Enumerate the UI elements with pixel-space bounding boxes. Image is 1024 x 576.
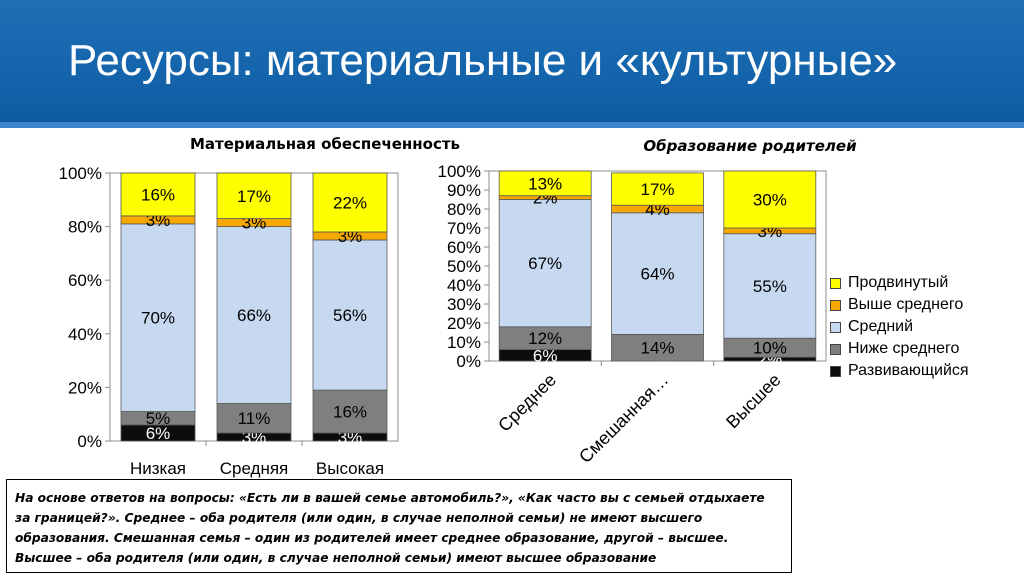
data-label: 66% xyxy=(237,306,271,325)
legend-swatch xyxy=(830,365,841,377)
y-tick-label: 100% xyxy=(59,164,102,183)
legend-swatch xyxy=(830,277,841,289)
data-label: 12% xyxy=(528,329,562,348)
data-label: 64% xyxy=(640,265,674,284)
data-label: 10% xyxy=(753,339,787,358)
x-tick-label: Средняя xyxy=(220,459,289,478)
x-tick-label: Высшее xyxy=(722,370,785,433)
bar-segment xyxy=(498,199,592,328)
y-tick-label: 10% xyxy=(447,333,481,352)
y-tick-label: 80% xyxy=(447,200,481,219)
data-label: 6% xyxy=(146,424,171,443)
x-tick-label: Высокая xyxy=(316,459,384,478)
legend-swatch xyxy=(830,343,841,355)
bar-segment xyxy=(611,172,704,206)
bar-segment xyxy=(312,239,388,391)
y-tick-label: 50% xyxy=(447,257,481,276)
data-label: 56% xyxy=(333,306,367,325)
y-tick-label: 90% xyxy=(447,181,481,200)
chart-1-title: Материальная обеспеченность xyxy=(189,135,461,153)
legend-item: Ниже среднего xyxy=(830,338,969,360)
data-label: 5% xyxy=(146,409,171,428)
y-tick-label: 20% xyxy=(68,378,102,397)
y-tick-label: 40% xyxy=(68,325,102,344)
y-tick-label: 20% xyxy=(447,314,481,333)
legend-item: Развивающийся xyxy=(830,360,969,382)
slide-header xyxy=(0,0,1024,126)
legend-label: Ниже среднего xyxy=(848,340,960,357)
bar-segment xyxy=(723,170,817,229)
bar-segment xyxy=(120,223,196,412)
chart-2-title: Образование родителей xyxy=(643,137,857,155)
bar-segment xyxy=(611,333,704,362)
bar-segment xyxy=(216,172,292,219)
y-tick-label: 40% xyxy=(447,276,481,295)
data-label: 17% xyxy=(640,180,674,199)
y-tick-label: 0% xyxy=(77,432,102,451)
legend-item: Средний xyxy=(830,316,969,338)
y-tick-label: 60% xyxy=(68,271,102,290)
y-tick-label: 80% xyxy=(68,218,102,237)
bar-segment xyxy=(611,212,704,335)
legend-label: Средний xyxy=(848,318,914,335)
data-label: 30% xyxy=(753,191,787,210)
data-label: 17% xyxy=(237,187,271,206)
legend-label: Выше среднего xyxy=(848,296,964,313)
data-label: 14% xyxy=(640,339,674,358)
legend-label: Развивающийся xyxy=(848,362,969,379)
data-label: 16% xyxy=(141,185,175,204)
y-tick-label: 0% xyxy=(456,352,481,371)
x-tick-label: Смешанная… xyxy=(575,370,672,467)
chart-2-legend: Продвинутый Выше среднего Средний Ниже с… xyxy=(830,272,969,382)
slide-title: Ресурсы: материальные и «культурные» xyxy=(68,36,898,85)
y-tick-label: 70% xyxy=(447,219,481,238)
bar-segment xyxy=(498,170,592,197)
legend-swatch xyxy=(830,321,841,333)
legend-item: Продвинутый xyxy=(830,272,969,294)
note-text: На основе ответов на вопросы: «Есть ли в… xyxy=(15,491,765,565)
data-label: 55% xyxy=(753,277,787,296)
header-divider xyxy=(0,122,1024,128)
y-tick-label: 30% xyxy=(447,295,481,314)
data-label: 22% xyxy=(333,193,367,212)
y-tick-label: 60% xyxy=(447,238,481,257)
data-label: 11% xyxy=(238,409,271,428)
bar-segment xyxy=(723,233,817,339)
bar-segment xyxy=(216,403,292,434)
data-label: 67% xyxy=(528,254,562,273)
x-tick-label: Среднее xyxy=(494,370,560,436)
bar-segment xyxy=(312,172,388,233)
bar-segment xyxy=(216,226,292,404)
bar-segment xyxy=(120,172,196,217)
legend-item: Выше среднего xyxy=(830,294,969,316)
x-tick-label: Низкая xyxy=(130,459,186,478)
y-tick-label: 100% xyxy=(438,162,481,181)
data-label: 70% xyxy=(141,309,175,328)
data-label: 16% xyxy=(333,403,367,422)
bar-segment xyxy=(312,389,388,434)
data-label: 6% xyxy=(533,346,558,365)
legend-label: Продвинутый xyxy=(848,274,949,291)
data-label: 13% xyxy=(528,174,562,193)
legend-swatch xyxy=(830,299,841,311)
methodology-note: На основе ответов на вопросы: «Есть ли в… xyxy=(6,479,792,573)
